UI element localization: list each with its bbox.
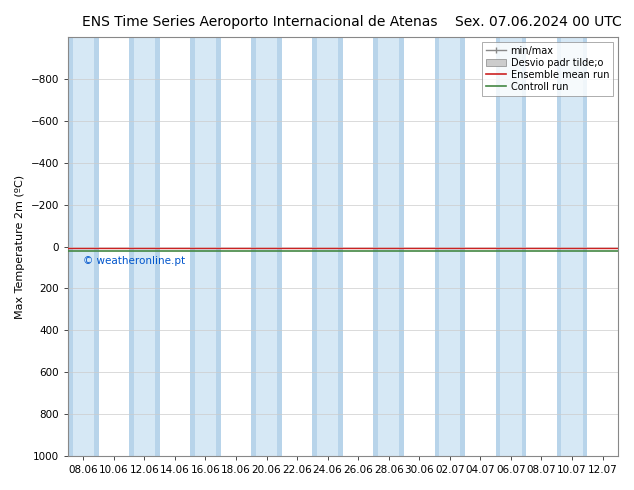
Bar xyxy=(434,37,439,456)
Bar xyxy=(557,37,561,456)
Bar xyxy=(343,37,373,456)
Text: ENS Time Series Aeroporto Internacional de Atenas: ENS Time Series Aeroporto Internacional … xyxy=(82,15,438,29)
Bar xyxy=(496,37,526,456)
Bar xyxy=(496,37,500,456)
Text: © weatheronline.pt: © weatheronline.pt xyxy=(83,256,185,266)
Legend: min/max, Desvio padr tilde;o, Ensemble mean run, Controll run: min/max, Desvio padr tilde;o, Ensemble m… xyxy=(482,42,613,96)
Bar xyxy=(98,37,129,456)
Bar xyxy=(190,37,195,456)
Bar xyxy=(339,37,343,456)
Y-axis label: Max Temperature 2m (ºC): Max Temperature 2m (ºC) xyxy=(15,174,25,318)
Bar xyxy=(251,37,281,456)
Bar xyxy=(399,37,404,456)
Bar xyxy=(277,37,281,456)
Bar xyxy=(373,37,378,456)
Bar xyxy=(465,37,496,456)
Bar xyxy=(313,37,317,456)
Bar xyxy=(129,37,134,456)
Bar xyxy=(557,37,587,456)
Bar xyxy=(587,37,618,456)
Bar xyxy=(68,37,72,456)
Bar xyxy=(460,37,465,456)
Bar xyxy=(404,37,434,456)
Bar xyxy=(251,37,256,456)
Bar xyxy=(155,37,160,456)
Bar xyxy=(522,37,526,456)
Bar xyxy=(221,37,251,456)
Bar xyxy=(434,37,465,456)
Bar xyxy=(583,37,587,456)
Bar xyxy=(160,37,190,456)
Bar xyxy=(313,37,343,456)
Bar xyxy=(373,37,404,456)
Bar xyxy=(94,37,98,456)
Bar xyxy=(281,37,313,456)
Bar xyxy=(68,37,98,456)
Bar xyxy=(129,37,160,456)
Bar xyxy=(216,37,221,456)
Text: Sex. 07.06.2024 00 UTC: Sex. 07.06.2024 00 UTC xyxy=(455,15,621,29)
Bar xyxy=(190,37,221,456)
Bar xyxy=(526,37,557,456)
